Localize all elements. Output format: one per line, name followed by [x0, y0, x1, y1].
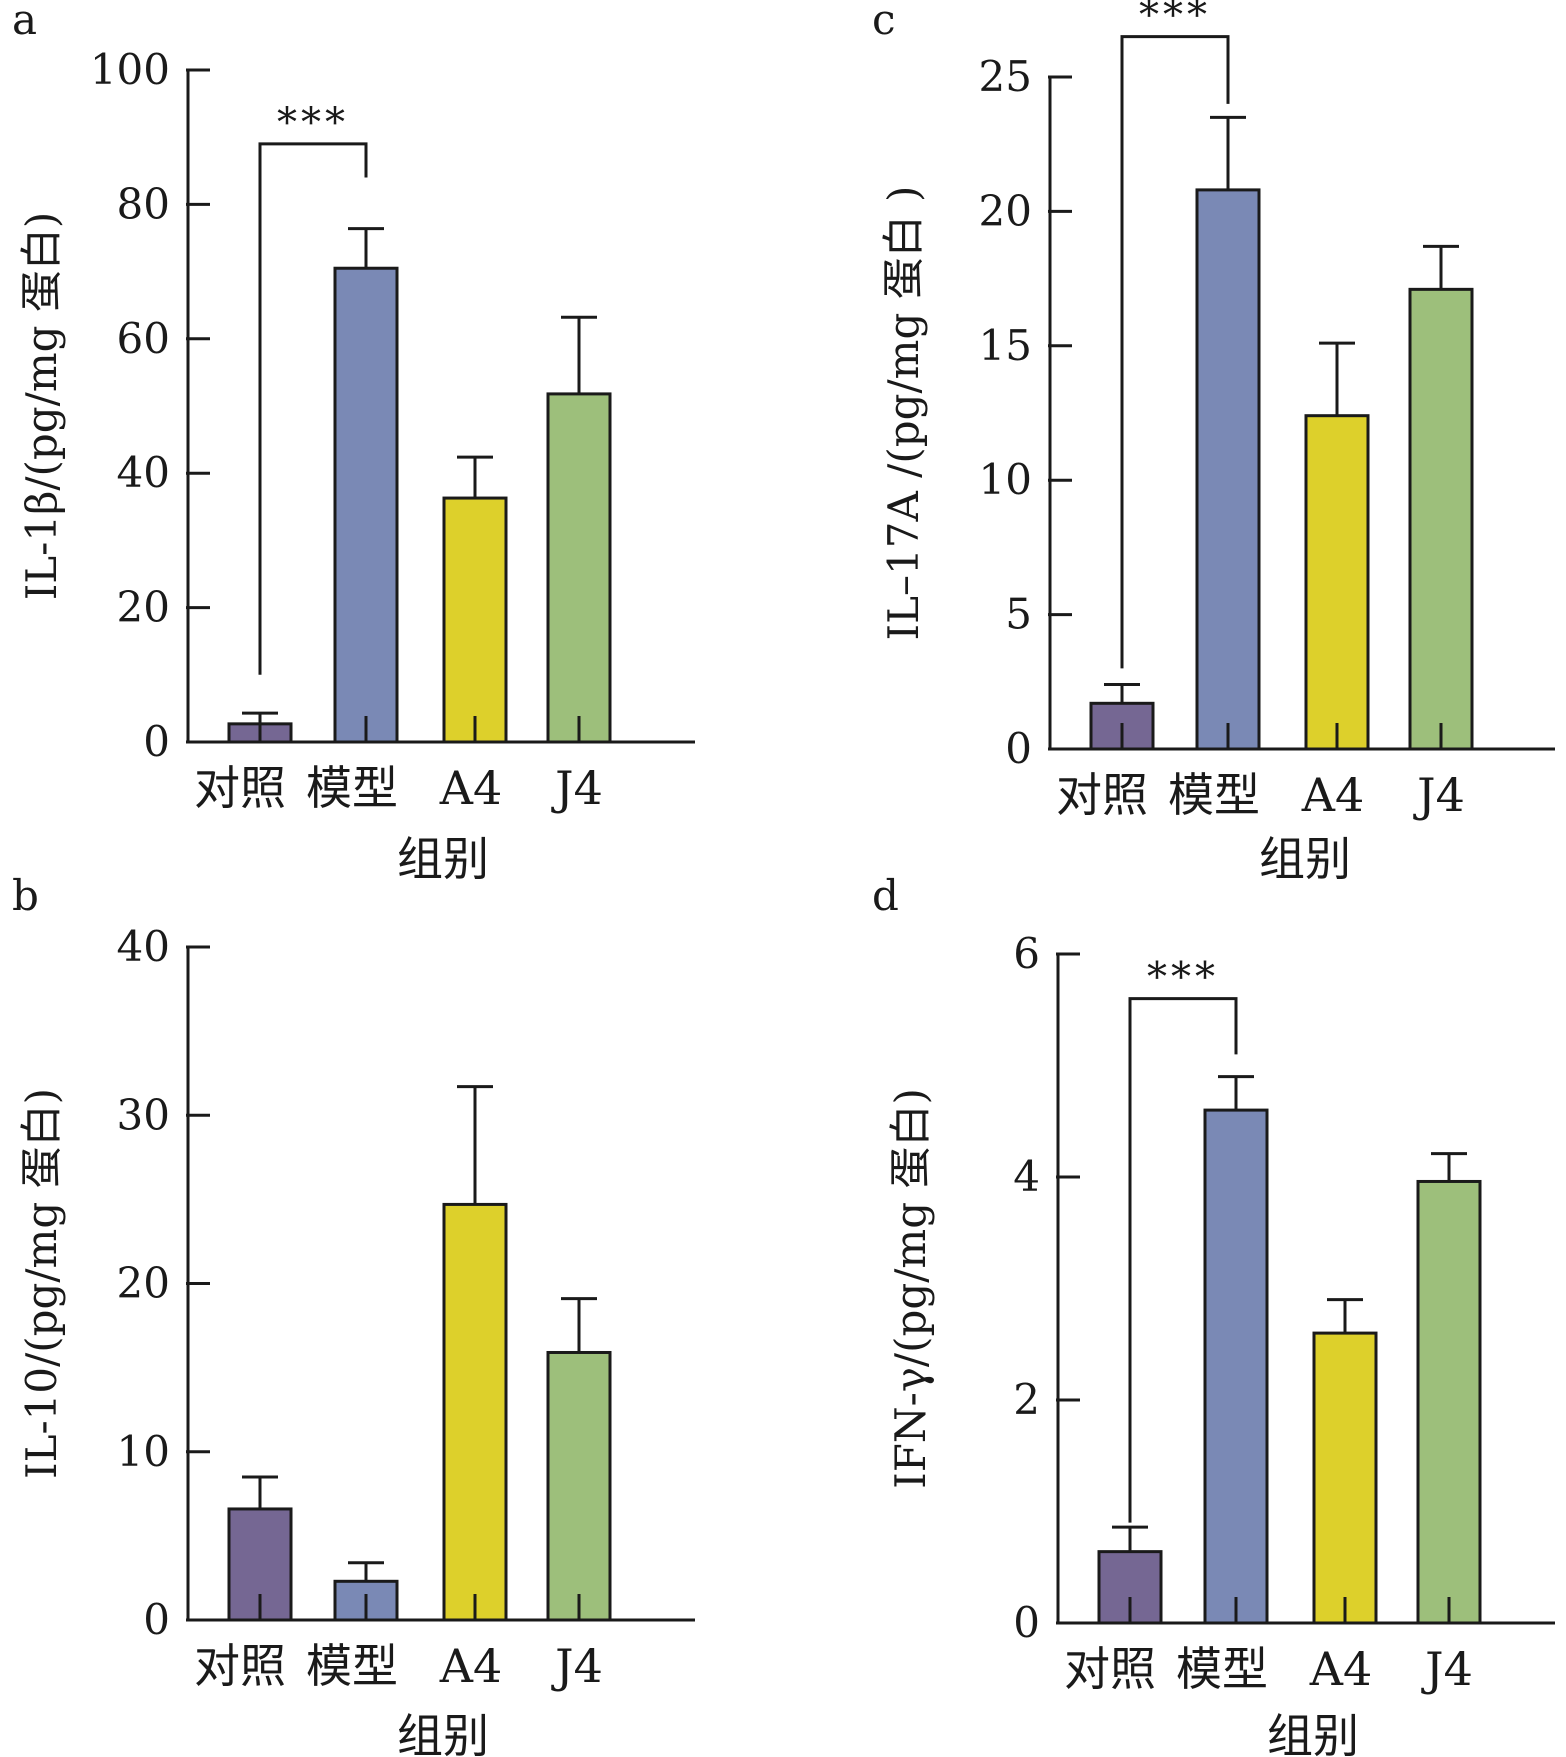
significance-label: *** — [1139, 0, 1211, 39]
x-axis-title: 组别 — [1259, 832, 1351, 886]
bar-A4 — [442, 1202, 508, 1622]
y-tick-label: 25 — [979, 52, 1032, 101]
x-tick-label: A4 — [1301, 768, 1365, 822]
bar-J4 — [1416, 1179, 1482, 1625]
x-tick-label: 对照 — [1064, 1642, 1156, 1696]
x-tick-label: J4 — [1413, 768, 1465, 822]
x-tick-label: 对照 — [194, 1639, 286, 1693]
y-tick-label: 0 — [1005, 724, 1032, 773]
x-tick-label: J4 — [1421, 1642, 1473, 1696]
bar-A4 — [1312, 1331, 1378, 1625]
y-tick-label: 5 — [1005, 590, 1032, 639]
chart-panel-d: d 0 2 4 6 对照 模型 A4 J4 组别 IFN-γ/(pg/mg 蛋白) *** — [872, 871, 1555, 1757]
y-tick-label: 4 — [1013, 1152, 1040, 1201]
significance-bracket — [258, 142, 368, 675]
bar-J4 — [1408, 287, 1474, 751]
panel-letter: d — [872, 871, 899, 920]
y-axis-title: IL–17A /(pg/mg 蛋白 ) — [879, 186, 928, 641]
y-axis-title: IL-10/(pg/mg 蛋白) — [17, 1088, 66, 1479]
x-tick-label: J4 — [551, 1639, 603, 1693]
x-axis-title: 组别 — [397, 1709, 489, 1757]
significance-bracket — [1128, 997, 1238, 1523]
y-tick-label: 40 — [117, 448, 170, 497]
significance-label: *** — [277, 100, 349, 146]
x-tick-label: 对照 — [194, 761, 286, 815]
significance-bracket — [1120, 35, 1230, 669]
y-tick-label: 40 — [117, 922, 170, 971]
panel-letter: a — [12, 0, 37, 44]
bar-模型 — [1195, 188, 1261, 751]
x-tick-label: 模型 — [306, 1639, 398, 1693]
x-tick-label: 模型 — [306, 761, 398, 815]
y-tick-label: 6 — [1013, 929, 1040, 978]
y-axis-title: IFN-γ/(pg/mg 蛋白) — [886, 1088, 935, 1489]
x-tick-label: A4 — [439, 1639, 503, 1693]
y-tick-label: 20 — [117, 1259, 170, 1308]
x-tick-label: J4 — [551, 761, 603, 815]
x-axis-title: 组别 — [1267, 1709, 1359, 1757]
x-axis-title: 组别 — [397, 832, 489, 886]
y-tick-label: 20 — [979, 186, 1032, 235]
y-tick-label: 2 — [1013, 1375, 1040, 1424]
bar-A4 — [1304, 414, 1370, 751]
y-tick-label: 10 — [117, 1427, 170, 1476]
y-tick-label: 60 — [117, 314, 170, 363]
y-tick-label: 0 — [1013, 1598, 1040, 1647]
bar-模型 — [1203, 1108, 1269, 1625]
y-tick-label: 15 — [979, 321, 1032, 370]
x-tick-label: A4 — [1309, 1642, 1373, 1696]
y-tick-label: 10 — [979, 455, 1032, 504]
y-tick-label: 0 — [143, 717, 170, 766]
x-tick-label: A4 — [439, 761, 503, 815]
chart-panel-a: a 0 20 40 60 80 100 对照 模型 A4 J4 组别 IL-1β/(pg/mg 蛋白) *… — [12, 0, 695, 886]
bar-J4 — [546, 392, 612, 744]
significance-label: *** — [1147, 955, 1219, 1001]
panel-letter: b — [12, 871, 39, 920]
bar-模型 — [333, 266, 399, 744]
y-tick-label: 0 — [143, 1595, 170, 1644]
y-tick-label: 20 — [117, 583, 170, 632]
y-tick-label: 80 — [117, 179, 170, 228]
chart-panel-c: c 0 5 10 15 20 25 对照 模型 A4 J4 组别 IL–17A /(pg/mg 蛋白 )… — [872, 0, 1555, 886]
x-tick-label: 模型 — [1176, 1642, 1268, 1696]
bar-J4 — [546, 1350, 612, 1622]
x-tick-label: 对照 — [1056, 768, 1148, 822]
y-tick-label: 100 — [90, 45, 170, 94]
y-axis-title: IL-1β/(pg/mg 蛋白) — [17, 212, 66, 601]
panel-letter: c — [872, 0, 896, 44]
x-tick-label: 模型 — [1168, 768, 1260, 822]
y-tick-label: 30 — [117, 1090, 170, 1139]
bar-A4 — [442, 496, 508, 744]
chart-panel-b: b 0 10 20 30 40 对照 模型 A4 J4 组别 IL-10/(pg/mg 蛋白) — [12, 871, 695, 1757]
